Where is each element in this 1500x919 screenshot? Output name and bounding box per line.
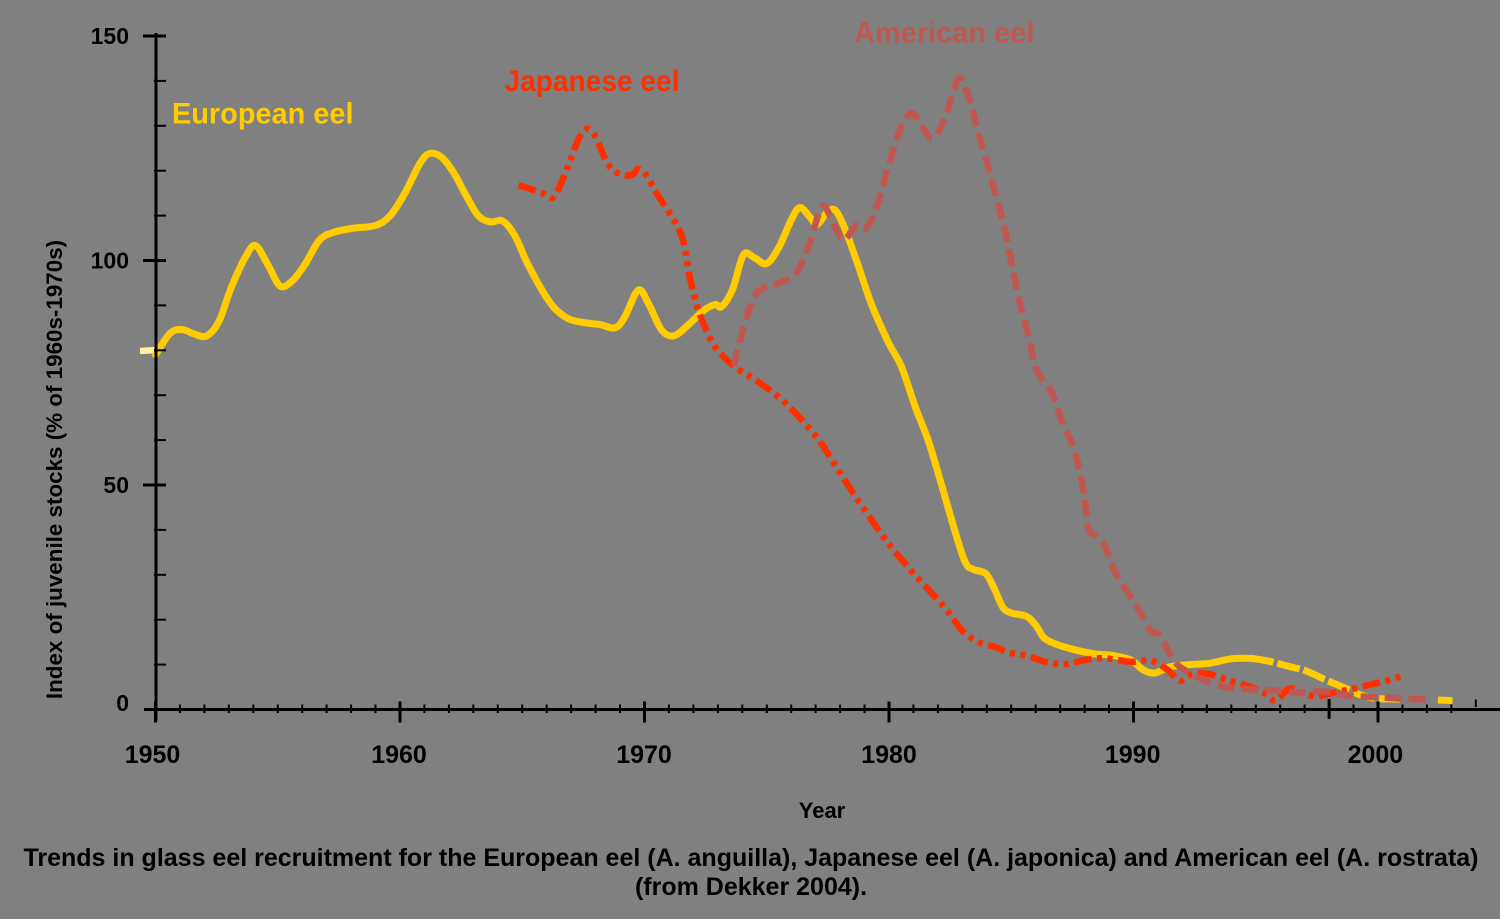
svg-text:American eel: American eel — [854, 17, 1035, 50]
svg-text:Index of juvenile stocks (% of: Index of juvenile stocks (% of 1960s-197… — [42, 240, 67, 699]
svg-text:150: 150 — [91, 23, 129, 49]
svg-text:(from Dekker 2004).: (from Dekker 2004). — [635, 873, 867, 901]
svg-text:Year: Year — [799, 798, 846, 823]
svg-text:1970: 1970 — [616, 741, 672, 769]
svg-text:1980: 1980 — [861, 741, 917, 769]
svg-text:50: 50 — [103, 472, 129, 498]
svg-text:Trends in glass eel recruitmen: Trends in glass eel recruitment for the … — [23, 844, 1478, 872]
svg-text:1960: 1960 — [371, 741, 427, 769]
svg-text:European eel: European eel — [172, 98, 354, 131]
svg-text:2000: 2000 — [1348, 741, 1404, 769]
svg-text:100: 100 — [91, 248, 129, 274]
svg-text:1990: 1990 — [1105, 741, 1161, 769]
svg-text:0: 0 — [116, 690, 129, 716]
svg-text:Japanese eel: Japanese eel — [505, 65, 680, 98]
svg-text:1950: 1950 — [125, 741, 181, 769]
